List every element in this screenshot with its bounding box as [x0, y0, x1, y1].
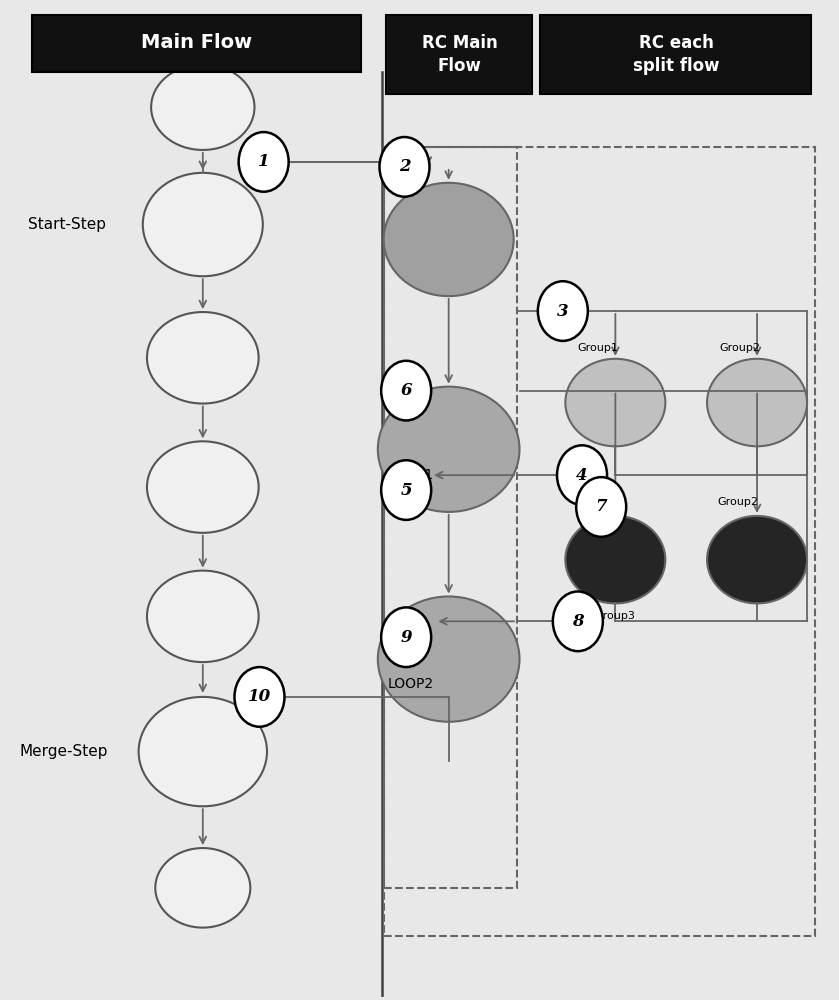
Text: LOOP2: LOOP2 — [388, 677, 434, 691]
Circle shape — [576, 477, 626, 537]
Text: LOOP1: LOOP1 — [388, 468, 434, 482]
Text: Merge-Step: Merge-Step — [19, 744, 108, 759]
Text: RC each
split flow: RC each split flow — [633, 34, 720, 75]
Text: Group1: Group1 — [576, 497, 617, 507]
Text: RC Main
Flow: RC Main Flow — [422, 34, 498, 75]
Text: Group2: Group2 — [720, 343, 760, 353]
Text: 10: 10 — [248, 688, 271, 705]
Text: Start-Step: Start-Step — [28, 217, 106, 232]
Text: Group2: Group2 — [718, 497, 758, 507]
Ellipse shape — [378, 387, 519, 512]
Ellipse shape — [565, 516, 665, 603]
Ellipse shape — [707, 359, 807, 446]
Text: 6: 6 — [400, 382, 412, 399]
Text: 2: 2 — [399, 158, 410, 175]
Text: 9: 9 — [400, 629, 412, 646]
Text: Group3: Group3 — [595, 611, 635, 621]
Text: 7: 7 — [596, 498, 607, 515]
Ellipse shape — [143, 173, 263, 276]
Ellipse shape — [378, 596, 519, 722]
Ellipse shape — [151, 64, 254, 150]
Text: 1: 1 — [258, 153, 269, 170]
FancyBboxPatch shape — [386, 15, 532, 94]
Text: 5: 5 — [400, 482, 412, 499]
Ellipse shape — [707, 516, 807, 603]
Ellipse shape — [155, 848, 250, 928]
FancyBboxPatch shape — [540, 15, 811, 94]
Text: Main Flow: Main Flow — [141, 33, 252, 52]
Ellipse shape — [383, 183, 513, 296]
Ellipse shape — [147, 441, 258, 533]
Circle shape — [234, 667, 284, 727]
Text: Group1: Group1 — [578, 343, 618, 353]
Text: 8: 8 — [572, 613, 584, 630]
Circle shape — [381, 361, 431, 420]
Text: 4: 4 — [576, 467, 588, 484]
Ellipse shape — [147, 571, 258, 662]
Circle shape — [381, 607, 431, 667]
Ellipse shape — [565, 359, 665, 446]
FancyBboxPatch shape — [32, 15, 361, 72]
Ellipse shape — [138, 697, 267, 806]
Circle shape — [379, 137, 430, 197]
Ellipse shape — [147, 312, 258, 404]
Circle shape — [553, 591, 603, 651]
Circle shape — [381, 460, 431, 520]
Circle shape — [557, 445, 607, 505]
Circle shape — [238, 132, 289, 192]
Text: 3: 3 — [557, 303, 569, 320]
Circle shape — [538, 281, 588, 341]
